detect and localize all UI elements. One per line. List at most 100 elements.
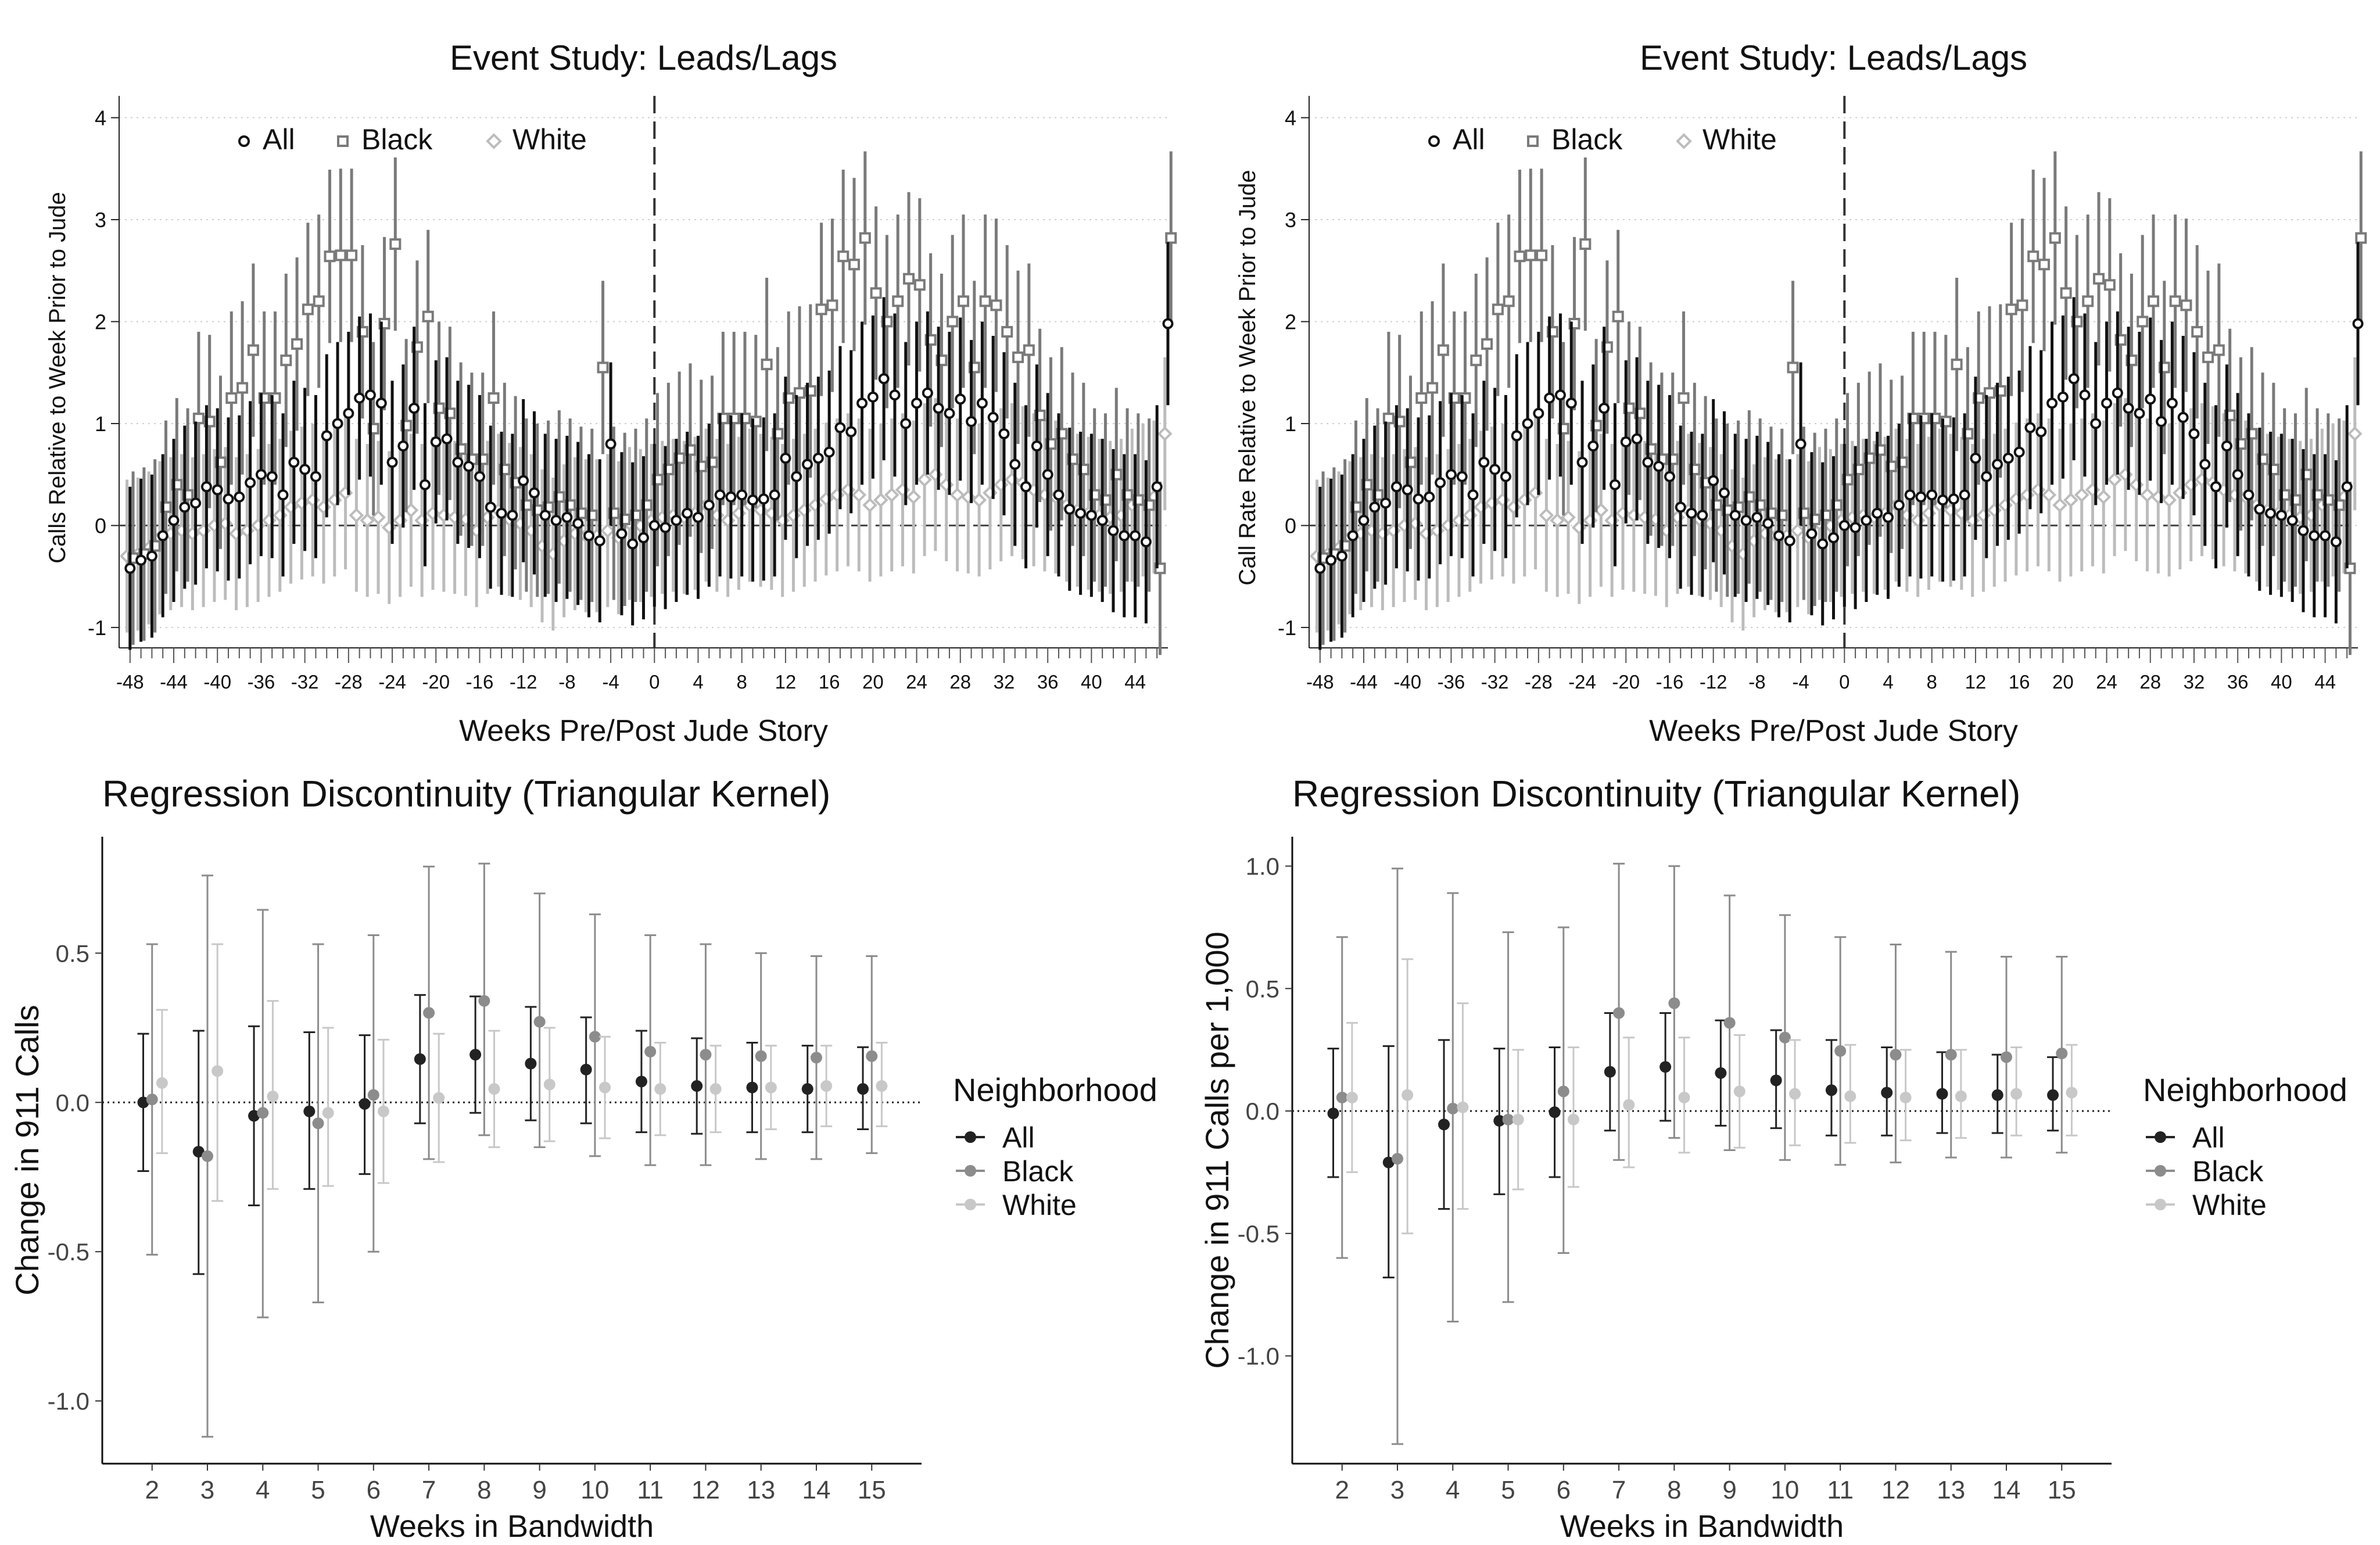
x-tick-label: 15 [2048,1476,2076,1504]
data-point [1565,397,1577,409]
data-point [1561,510,1576,525]
data-point [389,238,402,250]
data-point [820,1080,833,1092]
data-point [561,511,573,523]
data-point [236,382,249,394]
data-point [1653,461,1665,472]
data-point [1085,510,1097,521]
data-point [539,510,551,521]
data-point [2056,1048,2068,1060]
event-study-call-rate-panel: Event Study: Leads/Lags -1 0 1 2 3 4 -48 -44 -40-… [1190,0,2380,773]
x-tick-label: 12 [775,671,797,693]
data-point [605,438,616,450]
data-point [1787,361,1799,374]
data-point [1514,250,1526,263]
x-tick-label: 3 [200,1476,214,1504]
data-point [288,457,300,468]
x-tick-label: 9 [532,1476,546,1504]
x-tick-label: -20 [1612,671,1640,693]
data-point [1715,1067,1727,1079]
data-point [947,316,959,328]
x-tick-label: 7 [1612,1476,1626,1504]
data-point [1795,438,1806,450]
data-point [1503,295,1515,307]
data-point [2341,481,2353,493]
data-point [1751,511,1763,523]
data-point [543,1078,555,1091]
data-point [1096,515,1108,526]
data-point [648,519,660,531]
data-point [2254,503,2266,515]
data-point [2000,1051,2012,1063]
data-point [2005,303,2017,316]
data-point [223,493,234,505]
data-point [1437,344,1449,356]
data-point [2137,316,2149,328]
data-point [1567,1113,1579,1125]
data-point [597,361,609,374]
data-point [1825,1084,1837,1096]
data-point [933,403,944,414]
data-point [200,481,212,493]
x-tick-label: 0 [649,671,659,693]
data-point [257,1107,269,1119]
data-point [2202,351,2214,363]
legend-title: Neighborhood [953,1071,1157,1108]
x-tick-label: -12 [1700,671,1727,693]
data-point [377,1105,389,1117]
data-point [332,418,343,429]
data-point [635,1076,647,1088]
data-point [496,507,507,519]
data-point [1525,249,1537,261]
data-point [703,499,715,511]
data-point [507,510,518,521]
x-tick-label: -28 [1525,671,1553,693]
data-point [255,469,267,481]
legend-label: All [2192,1121,2225,1154]
data-point [137,1096,149,1109]
data-point [2107,472,2122,487]
data-point [1770,1074,1782,1087]
y-tick-label: 0.5 [1246,975,1279,1002]
data-point [2038,259,2051,271]
data-point [192,1146,205,1158]
data-point [1435,477,1446,489]
data-point [2082,295,2094,307]
data-point [1358,515,1370,526]
data-point [202,1150,214,1162]
data-point [1539,508,1554,523]
data-point [976,397,988,409]
data-point [335,249,347,261]
data-point [247,344,259,356]
data-point [987,411,999,423]
x-tick-label: 12 [691,1476,720,1504]
x-tick-label: -32 [291,671,319,693]
data-point [966,415,977,427]
y-tick-label: 3 [1285,208,1296,232]
x-tick-label: 13 [747,1476,775,1504]
y-tick-label: 0 [95,514,106,537]
x-tick-label: -20 [422,671,450,693]
data-point [876,1080,888,1092]
data-point [866,1050,878,1062]
data-point [922,387,933,399]
data-point [1500,471,1511,482]
data-point [867,391,879,403]
data-point [2046,397,2058,409]
legend-marker [337,135,349,147]
data-point [851,487,867,503]
data-point [2180,299,2192,311]
data-point [212,1065,224,1077]
data-point [2112,387,2123,399]
data-point [2123,403,2134,414]
x-tick-label: -48 [1306,671,1334,693]
data-point [583,530,594,542]
data-point [812,453,824,464]
data-point [1936,1088,1948,1100]
x-tick-label: 9 [1722,1476,1736,1504]
data-point [1697,510,1708,521]
data-point [2243,489,2254,501]
data-point [659,522,671,533]
data-point [736,489,748,501]
data-point [364,389,376,401]
